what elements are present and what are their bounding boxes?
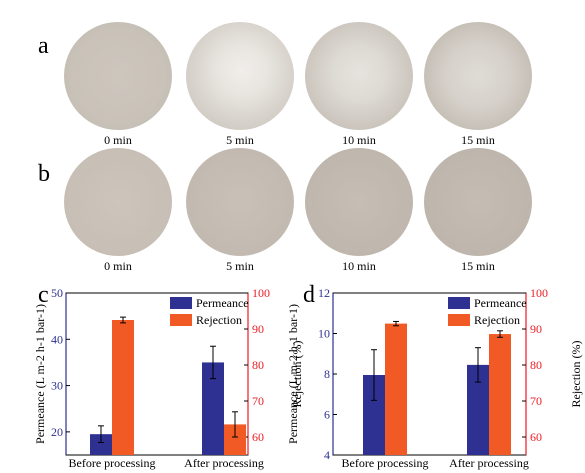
legend-swatch-rejection-d <box>448 314 470 326</box>
right-tick-label-c-1: 70 <box>252 394 264 408</box>
legend-label-permeance-c: Permeance <box>196 296 249 310</box>
right-tick-label-c-2: 80 <box>252 358 264 372</box>
right-tick-label-d-3: 90 <box>530 322 542 336</box>
category-label-c-0: Before processing <box>69 456 156 470</box>
ylabel-right-c: Rejection (%) <box>290 341 304 408</box>
left-tick-label-c-3: 50 <box>51 286 63 300</box>
legend-swatch-permeance-d <box>448 297 470 309</box>
bar-rejection-c-1 <box>224 424 246 455</box>
left-tick-label-c-2: 40 <box>51 332 63 346</box>
category-label-d-1: After processing <box>449 456 529 470</box>
ylabel-right-d: Rejection (%) <box>569 341 583 408</box>
disc-label-a-1: 5 min <box>226 133 254 147</box>
left-tick-label-d-4: 12 <box>318 286 330 300</box>
ylabel-left-c: Permeance (L m-2 h-1 bar-1) <box>33 304 47 444</box>
left-tick-label-d-1: 6 <box>324 408 330 422</box>
disc-label-b-0: 0 min <box>104 259 132 273</box>
disc-label-a-3: 15 min <box>461 133 495 147</box>
right-tick-label-d-0: 60 <box>530 430 542 444</box>
category-label-d-0: Before processing <box>342 456 429 470</box>
category-label-c-1: After processing <box>184 456 264 470</box>
bar-rejection-c-0 <box>112 320 134 455</box>
left-tick-label-d-2: 8 <box>324 367 330 381</box>
legend-swatch-permeance-c <box>170 297 192 309</box>
disc-label-b-2: 10 min <box>342 259 376 273</box>
membrane-disc-a-10min <box>305 22 413 130</box>
disc-label-a-2: 10 min <box>342 133 376 147</box>
disc-label-a-0: 0 min <box>104 133 132 147</box>
bar-rejection-d-1 <box>489 334 511 455</box>
bar-rejection-d-0 <box>385 323 407 455</box>
right-tick-label-d-2: 80 <box>530 358 542 372</box>
membrane-disc-b-10min <box>305 148 413 256</box>
membrane-disc-b-15min <box>424 148 532 256</box>
panel-letter-a: a <box>38 33 49 59</box>
membrane-disc-a-15min <box>424 22 532 130</box>
disc-label-b-3: 15 min <box>461 259 495 273</box>
bar-permeance-c-0 <box>90 434 112 455</box>
legend-label-rejection-d: Rejection <box>474 313 520 327</box>
left-tick-label-c-1: 30 <box>51 379 63 393</box>
bar-permeance-d-0 <box>363 375 385 455</box>
right-tick-label-d-1: 70 <box>530 394 542 408</box>
membrane-disc-b-0min <box>64 148 172 256</box>
membrane-disc-a-5min <box>186 22 294 130</box>
ylabel-left-d: Permeance (L m-2 h-1 bar-1) <box>286 304 300 444</box>
panel-letter-c: c <box>38 282 49 308</box>
legend-swatch-rejection-c <box>170 314 192 326</box>
right-tick-label-c-3: 90 <box>252 322 264 336</box>
right-tick-label-c-0: 60 <box>252 430 264 444</box>
bar-permeance-d-1 <box>467 364 489 455</box>
legend-label-rejection-c: Rejection <box>196 313 242 327</box>
left-tick-label-d-3: 10 <box>318 327 330 341</box>
disc-label-b-1: 5 min <box>226 259 254 273</box>
left-tick-label-c-0: 20 <box>51 425 63 439</box>
left-tick-label-d-0: 4 <box>324 448 330 462</box>
panel-letter-d: d <box>303 282 315 308</box>
right-tick-label-d-4: 100 <box>530 286 548 300</box>
legend-label-permeance-d: Permeance <box>474 296 527 310</box>
panel-letter-b: b <box>38 161 50 187</box>
membrane-disc-a-0min <box>64 22 172 130</box>
bar-permeance-c-1 <box>202 362 224 455</box>
membrane-disc-b-5min <box>186 148 294 256</box>
right-tick-label-c-4: 100 <box>252 286 270 300</box>
